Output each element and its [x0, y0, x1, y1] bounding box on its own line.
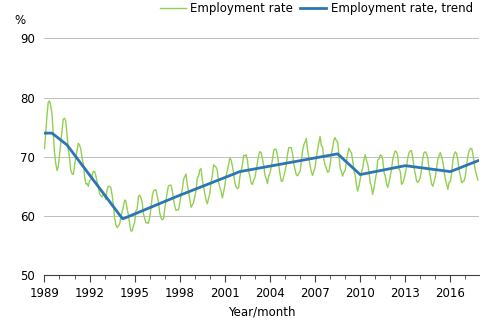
Employment rate: [167, 183, 173, 187]
Employment rate: [270, 157, 276, 161]
Employment rate, trend: [361, 172, 367, 176]
Employment rate, trend: [165, 198, 171, 202]
X-axis label: Year/month: Year/month: [228, 306, 295, 319]
Employment rate, trend: [345, 161, 351, 165]
Employment rate: [362, 153, 368, 157]
Employment rate: [41, 147, 47, 150]
Employment rate, trend: [41, 131, 47, 135]
Employment rate: [346, 146, 352, 150]
Employment rate: [224, 169, 230, 172]
Legend: Employment rate, Employment rate, trend: Employment rate, Employment rate, trend: [160, 2, 473, 15]
Employment rate: [128, 229, 134, 233]
Employment rate, trend: [427, 167, 433, 171]
Employment rate, trend: [475, 159, 481, 163]
Employment rate, trend: [121, 217, 126, 220]
Employment rate, trend: [268, 164, 274, 168]
Text: %: %: [14, 13, 25, 27]
Employment rate, trend: [223, 175, 229, 179]
Employment rate: [46, 99, 52, 103]
Line: Employment rate: Employment rate: [44, 101, 478, 231]
Line: Employment rate, trend: Employment rate, trend: [44, 133, 478, 219]
Employment rate: [429, 182, 435, 186]
Employment rate: [475, 178, 481, 182]
